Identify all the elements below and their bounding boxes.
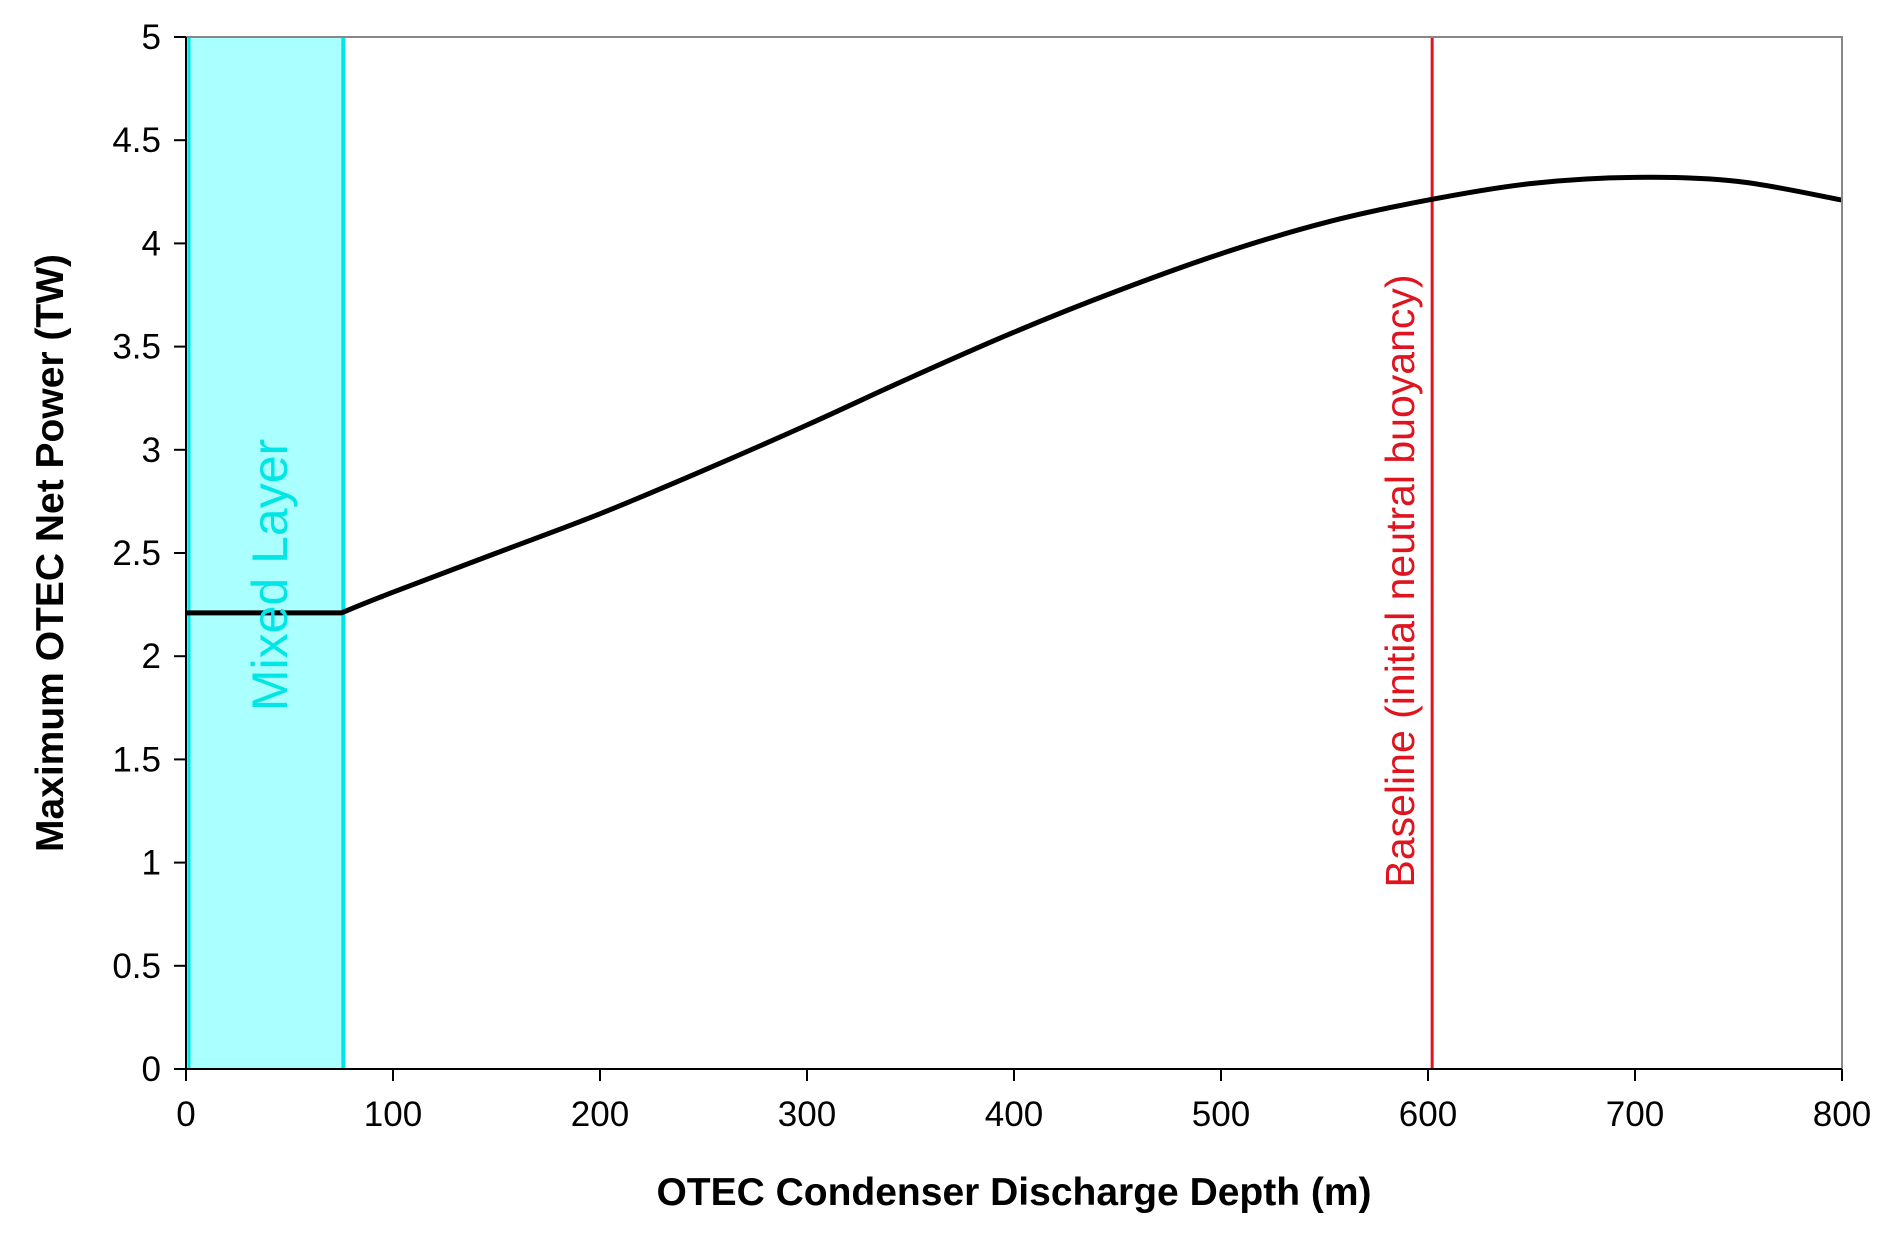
x-tick-label-2: 200 <box>571 1095 629 1134</box>
mixed-layer-label: Mixed Layer <box>242 439 298 711</box>
x-axis-title: OTEC Condenser Discharge Depth (m) <box>656 1171 1371 1214</box>
y-tick-label-5: 2.5 <box>112 534 161 573</box>
y-tick-label-0: 0 <box>142 1050 161 1089</box>
x-tick-label-3: 300 <box>778 1095 836 1134</box>
y-tick-label-9: 4.5 <box>112 121 161 160</box>
x-tick-label-6: 600 <box>1399 1095 1457 1134</box>
baseline-label: Baseline (initial neutral buoyancy) <box>1377 274 1423 887</box>
series-group <box>186 174 1843 616</box>
series-line-0 <box>186 174 1843 616</box>
x-tick-label-1: 100 <box>364 1095 422 1134</box>
y-tick-label-8: 4 <box>142 224 161 263</box>
axes-group: 0 100 200 300 400 500 600 700 800 0 0.5 1 1.5 2 2.5 3 3.… <box>112 18 1871 1134</box>
mixed-layer-band <box>186 37 344 1069</box>
x-tick-label-7: 700 <box>1606 1095 1664 1134</box>
y-tick-label-7: 3.5 <box>112 328 161 367</box>
y-tick-label-3: 1.5 <box>112 740 161 779</box>
x-tick-label-4: 400 <box>985 1095 1043 1134</box>
y-axis-title: Maximum OTEC Net Power (TW) <box>29 254 72 852</box>
y-tick-label-2: 1 <box>142 844 161 883</box>
y-tick-label-1: 0.5 <box>112 947 161 986</box>
mixed-layer-region-group <box>186 37 346 1069</box>
x-tick-label-5: 500 <box>1192 1095 1250 1134</box>
plot-frame <box>185 36 1843 1070</box>
y-tick-label-6: 3 <box>142 431 161 470</box>
y-tick-label-4: 2 <box>142 637 161 676</box>
y-tick-label-10: 5 <box>142 18 161 57</box>
x-tick-label-8: 800 <box>1813 1095 1871 1134</box>
axis-labels-group: OTEC Condenser Discharge Depth (m) Maxim… <box>29 254 1423 1214</box>
x-tick-label-0: 0 <box>176 1095 195 1134</box>
